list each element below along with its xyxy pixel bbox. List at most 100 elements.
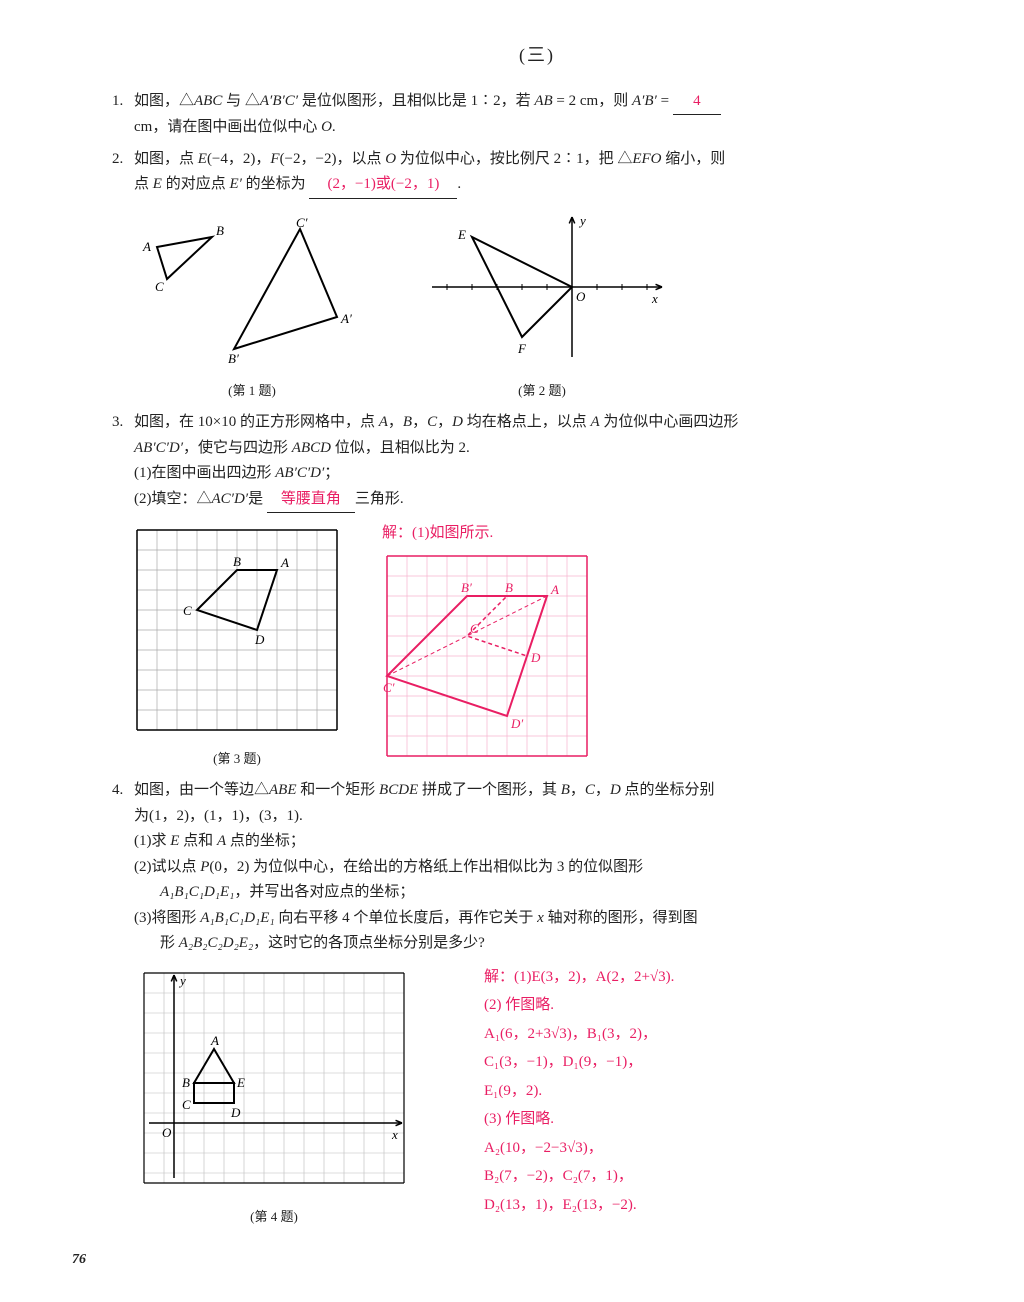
figure-2-block: x y O E F (第 2 题)	[412, 207, 672, 403]
q3-A: A	[379, 414, 388, 430]
q4-t3: 拼成了一个图形，其	[418, 782, 561, 798]
figure-3ans-svg: ABCDB′C′D′	[382, 551, 592, 761]
sol4-l6: (3) 作图略.	[484, 1105, 674, 1134]
svg-text:B′: B′	[228, 351, 239, 366]
sol4-l3: A₁(6，2+3√3)，B₁(3，2)，	[484, 1020, 674, 1049]
q2-t1: (−4，2)，	[207, 151, 270, 167]
svg-text:A′: A′	[340, 311, 352, 326]
q3-abcd3: AB′C′D′	[275, 465, 324, 481]
page-number: 76	[72, 1248, 962, 1272]
q3-B: B	[403, 414, 412, 430]
figure-4-svg: OxyABCDE	[134, 963, 414, 1193]
q3-sub2a: (2)填空：△	[134, 491, 212, 507]
q3-l2c: 位似，且相似比为 2.	[331, 440, 470, 456]
figure-row-2: ABCD (第 3 题) 解：(1)如图所示. ABCDB′C′D′	[132, 521, 962, 770]
svg-text:A: A	[280, 555, 289, 570]
q3-sub2b: 是	[248, 491, 263, 507]
q3-s3: ，	[437, 414, 452, 430]
q3-sub1: (1)在图中画出四边形	[134, 465, 275, 481]
figure-2-svg: x y O E F	[412, 207, 672, 367]
q4-sub3g: ，这时它的各顶点坐标分别是多少?	[253, 935, 485, 951]
q4-sub2d: ，并写出各对应点的坐标；	[234, 884, 414, 900]
svg-text:E: E	[457, 227, 466, 242]
svg-text:O: O	[162, 1125, 172, 1140]
q2-f: F	[270, 151, 279, 167]
svg-text:y: y	[578, 213, 586, 228]
svg-text:F: F	[517, 341, 527, 356]
q4-sub1c: 点的坐标；	[226, 833, 305, 849]
q4-s2: ，	[595, 782, 610, 798]
q4-sub1a: (1)求	[134, 833, 170, 849]
problem-2: 2. 如图，点 E(−4，2)，F(−2，−2)，以点 O 为位似中心，按比例尺…	[112, 147, 962, 199]
q3-solhead: 解：(1)如图所示.	[382, 521, 962, 547]
svg-text:x: x	[651, 291, 658, 306]
svg-text:B: B	[182, 1075, 190, 1090]
q1-blank: 4	[673, 89, 721, 116]
svg-text:C: C	[470, 621, 479, 636]
q3-D: D	[452, 414, 463, 430]
sol4-l7: A₂(10，−2−3√3)，	[484, 1134, 674, 1163]
q2-l2a: 点	[134, 176, 153, 192]
q1-ans: 4	[693, 93, 701, 109]
q3-num: 3.	[112, 410, 134, 513]
problem-4: 4. 如图，由一个等边△ABE 和一个矩形 BCDE 拼成了一个图形，其 B，C…	[112, 778, 962, 957]
q4-a: A	[217, 833, 226, 849]
q1-t1: 如图，△	[134, 93, 194, 109]
q4-sub2b: (0，2) 为位似中心，在给出的方格纸上作出相似比为 3 的位似图形	[209, 859, 643, 875]
fig3-ans-wrap: 解：(1)如图所示. ABCDB′C′D′	[382, 521, 962, 770]
fig2-caption: (第 2 题)	[412, 380, 672, 402]
svg-text:B: B	[505, 580, 513, 595]
svg-text:y: y	[178, 973, 186, 988]
q2-t2: (−2，−2)，以点	[280, 151, 386, 167]
q4-sub3b: A₁B₁C₁D₁E₁	[200, 910, 274, 926]
q4-sub3c: 向右平移 4 个单位长度后，再作它关于	[275, 910, 538, 926]
q2-ans: (2，−1)或(−2，1)	[327, 176, 439, 192]
q1-abc: ABC	[194, 93, 222, 109]
q4-l2: 为(1，2)，(1，1)，(3，1).	[134, 808, 303, 824]
q4-abe: ABE	[269, 782, 297, 798]
q4-bcde: BCDE	[379, 782, 418, 798]
figure-3-block: ABCD (第 3 题)	[132, 525, 342, 771]
q4-t2: 和一个矩形	[297, 782, 380, 798]
q4-sub2c: A₁B₁C₁D₁E₁	[160, 884, 234, 900]
q2-num: 2.	[112, 147, 134, 199]
q2-t4: 缩小，则	[662, 151, 726, 167]
svg-text:C: C	[182, 1097, 191, 1112]
figure-row-1: ABCC′A′B′ (第 1 题) xyOEF (第 2 题)	[132, 207, 962, 403]
q2-o: O	[385, 151, 396, 167]
q2-l2c: 的坐标为	[242, 176, 306, 192]
q4-num: 4.	[112, 778, 134, 957]
q1-num: 1.	[112, 89, 134, 141]
q2-t3: 为位似中心，按比例尺 2∶1，把 △	[396, 151, 632, 167]
fig1-caption: (第 1 题)	[132, 380, 372, 402]
sol4-l9: D₂(13，1)，E₂(13，−2).	[484, 1191, 674, 1220]
q2-ep: E′	[229, 176, 241, 192]
q1-l2: cm，请在图中画出位似中心	[134, 119, 321, 135]
q3-t1: 如图，在 10×10 的正方形网格中，点	[134, 414, 379, 430]
q4-sub2c-wrap: A₁B₁C₁D₁E₁，并写出各对应点的坐标；	[134, 884, 414, 900]
q2-blank: (2，−1)或(−2，1)	[309, 172, 457, 199]
q3-body: 如图，在 10×10 的正方形网格中，点 A，B，C，D 均在格点上，以点 A …	[134, 410, 962, 513]
svg-text:A: A	[550, 582, 559, 597]
q3-t2: 均在格点上，以点	[463, 414, 591, 430]
q3-ans: 等腰直角	[281, 491, 341, 507]
q2-efo: EFO	[632, 151, 661, 167]
q4-sub3e: 形	[160, 935, 179, 951]
svg-text:D′: D′	[510, 716, 523, 731]
svg-text:B: B	[233, 554, 241, 569]
svg-text:C′: C′	[383, 680, 395, 695]
q3-A2: A	[590, 414, 599, 430]
q4-body: 如图，由一个等边△ABE 和一个矩形 BCDE 拼成了一个图形，其 B，C，D …	[134, 778, 962, 957]
sol4-l2: (2) 作图略.	[484, 991, 674, 1020]
fig4-caption: (第 4 题)	[134, 1206, 414, 1228]
sol4-block: 解：(1)E(3，2)，A(2，2+√3). (2) 作图略. A₁(6，2+3…	[484, 963, 674, 1220]
q1-t3: 是位似图形，且相似比是 1∶2，若	[298, 93, 534, 109]
q4-sub3d: 轴对称的图形，得到图	[544, 910, 698, 926]
q4-x: x	[537, 910, 544, 926]
svg-text:O: O	[576, 289, 586, 304]
q1-t2: 与 △	[222, 93, 260, 109]
q2-body: 如图，点 E(−4，2)，F(−2，−2)，以点 O 为位似中心，按比例尺 2∶…	[134, 147, 962, 199]
svg-text:C′: C′	[296, 217, 308, 230]
q1-abpcp: A′B′C′	[260, 93, 298, 109]
q4-sub1b: 点和	[179, 833, 217, 849]
